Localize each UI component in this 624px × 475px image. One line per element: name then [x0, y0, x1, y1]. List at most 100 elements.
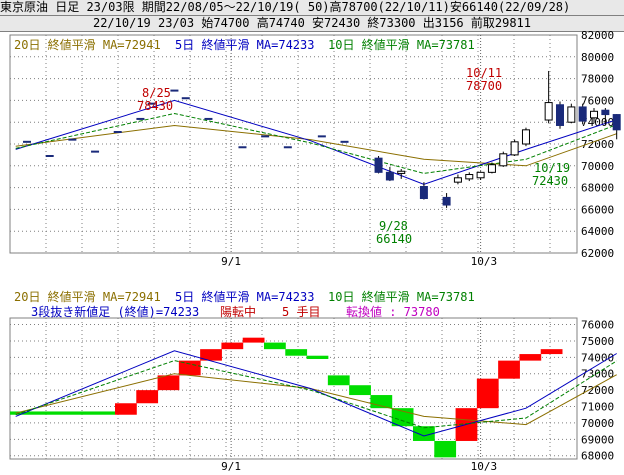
candle-body [385, 171, 394, 181]
brick-base [10, 411, 115, 415]
top-y-tick-label: 80000 [581, 51, 614, 64]
candle-body [510, 141, 519, 156]
top-x-axis: 9/1 10/3 [221, 255, 497, 268]
brick [115, 403, 137, 415]
bottom-y-tick-label: 71000 [581, 401, 614, 414]
bottom-ma-line [15, 350, 617, 437]
top-candles [374, 70, 621, 208]
bottom-legend-ma20: 20日 終値平滑 MA=72941 [14, 289, 161, 304]
annotation-10-11-date: 10/11 [466, 66, 502, 80]
bottom-ma-lines [15, 350, 617, 437]
candle-body [590, 110, 599, 119]
candle-body [612, 114, 621, 131]
brick [476, 378, 499, 409]
annotation-8-25-date: 8/25 [142, 86, 171, 100]
bottom-legend-ma10: 10日 終値平滑 MA=73781 [328, 289, 475, 304]
candle-body [499, 153, 508, 167]
top-y-tick-label: 76000 [581, 94, 614, 107]
top-y-tick-label: 64000 [581, 225, 614, 238]
brick [242, 337, 265, 343]
bottom-panel: 76000 75000 74000 73000 72000 71000 70000 69000… [9, 289, 617, 473]
candle-body [453, 177, 462, 183]
brick [178, 360, 201, 376]
top-y-tick-label: 78000 [581, 73, 614, 86]
candle-body [521, 129, 530, 145]
annotation-9-28-value: 66140 [376, 232, 412, 246]
bottom-bricks [10, 337, 563, 458]
brick [221, 342, 244, 350]
top-ma-line [15, 124, 617, 167]
kagi-title: 3段抜き新値足 (終値)=74233 [31, 304, 199, 319]
bottom-ma-line [15, 360, 617, 429]
top-dash-marks [23, 89, 349, 157]
bottom-ma-line [15, 373, 617, 426]
bottom-y-tick-label: 75000 [581, 335, 614, 348]
candle-body [442, 196, 451, 206]
brick [327, 375, 350, 386]
bottom-x-axis: 9/1 10/3 [221, 460, 497, 473]
annotation-10-19-date: 10/19 [534, 161, 570, 175]
candle-body [601, 109, 610, 116]
top-ma-line [15, 112, 617, 174]
candle-body [544, 102, 553, 121]
ohlc-summary-bar: 22/10/19 23/03 始74700 高74740 安72430 終733… [0, 16, 624, 32]
candle-body [578, 106, 587, 122]
bottom-y-tick-label: 68000 [581, 450, 614, 463]
brick [349, 385, 371, 396]
top-y-tick-label: 70000 [581, 160, 614, 173]
bottom-x-tick-label: 10/3 [471, 460, 498, 473]
kagi-count: 5 手目 [282, 305, 320, 319]
brick [264, 342, 286, 350]
top-legend-ma20: 20日 終値平滑 MA=72941 [14, 37, 161, 52]
top-y-tick-label: 66000 [581, 203, 614, 216]
bottom-y-tick-label: 76000 [581, 319, 614, 332]
brick [498, 360, 520, 379]
top-legend-ma5: 5日 終値平滑 MA=74233 [175, 37, 314, 52]
candle-body [555, 104, 564, 126]
brick [136, 390, 159, 404]
annotation-10-19-value: 72430 [532, 174, 568, 188]
top-y-axis: 8200080000780007600074000720007000068000… [581, 29, 614, 260]
candle-body [476, 171, 485, 179]
brick [285, 349, 308, 356]
top-y-tick-label: 72000 [581, 138, 614, 151]
annotation-9-28-date: 9/28 [379, 219, 408, 233]
annotation-8-25-value: 78430 [137, 99, 173, 113]
brick [306, 355, 329, 359]
bottom-x-tick-label: 9/1 [221, 460, 241, 473]
top-y-tick-label: 82000 [581, 29, 614, 42]
title-bar: 東京原油 日足 23/03限 期間22/08/05～22/10/19( 50)高… [0, 0, 624, 16]
top-panel: 8200080000780007600074000720007000068000… [9, 29, 621, 268]
top-x-tick-label: 10/3 [471, 255, 498, 268]
bottom-y-tick-label: 73000 [581, 368, 614, 381]
candle-body [397, 170, 406, 174]
brick [519, 354, 542, 361]
candle-body [419, 186, 428, 199]
bottom-y-tick-label: 69000 [581, 433, 614, 446]
bottom-y-axis: 76000 75000 74000 73000 72000 71000 70000 69000… [581, 319, 614, 463]
brick [434, 440, 457, 458]
bottom-y-tick-label: 74000 [581, 351, 614, 364]
top-ma-lines [15, 99, 617, 185]
candle-body [374, 157, 383, 173]
bottom-y-tick-label: 72000 [581, 384, 614, 397]
annotation-10-11-value: 78700 [466, 79, 502, 93]
top-legend-ma10: 10日 終値平滑 MA=73781 [328, 37, 475, 52]
brick [157, 375, 180, 391]
bottom-y-tick-label: 70000 [581, 417, 614, 430]
brick [540, 349, 563, 355]
candle-body [487, 164, 496, 173]
bottom-legend-ma5: 5日 終値平滑 MA=74233 [175, 289, 314, 304]
kagi-switch: 転換値 : 73780 [346, 304, 440, 319]
top-grid [10, 34, 577, 254]
top-y-tick-label: 62000 [581, 247, 614, 260]
brick [200, 349, 222, 361]
candle-body [465, 174, 474, 180]
kagi-state: 陽転中 [220, 304, 256, 319]
candle-body [567, 106, 576, 123]
top-ma-line [15, 99, 617, 185]
top-x-tick-label: 9/1 [221, 255, 241, 268]
top-y-tick-label: 68000 [581, 182, 614, 195]
